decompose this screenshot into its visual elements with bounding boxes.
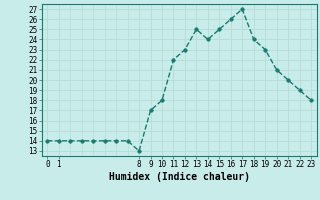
X-axis label: Humidex (Indice chaleur): Humidex (Indice chaleur)	[109, 172, 250, 182]
